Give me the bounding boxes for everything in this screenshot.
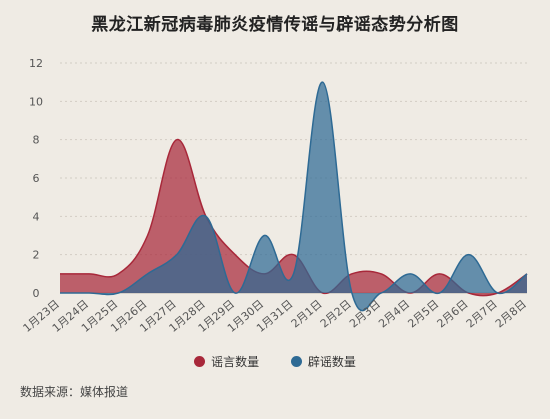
y-tick-label: 12 — [29, 57, 43, 70]
y-tick-label: 4 — [33, 210, 40, 223]
legend-swatch-debunk — [290, 356, 302, 367]
legend-item-debunk: 辟谣数量 — [290, 353, 356, 370]
y-tick-label: 6 — [33, 172, 40, 185]
x-tick-label: 2月1日 — [289, 297, 325, 330]
x-tick-label: 2月4日 — [376, 297, 412, 330]
legend-item-rumor: 谣言数量 — [194, 353, 259, 370]
chart-legend: 谣言数量 辟谣数量 — [0, 353, 550, 370]
x-tick-label: 2月6日 — [435, 297, 471, 330]
legend-label-rumor: 谣言数量 — [211, 355, 260, 369]
data-source-note: 数据来源：媒体报道 — [20, 385, 129, 399]
legend-label-debunk: 辟谣数量 — [307, 355, 356, 369]
y-tick-label: 10 — [29, 95, 43, 108]
x-tick-label: 2月8日 — [493, 297, 529, 330]
x-tick-label: 2月7日 — [464, 297, 500, 330]
line-rumor — [60, 138, 528, 297]
area-debunk — [60, 82, 527, 311]
x-tick-label: 2月5日 — [405, 297, 441, 330]
chart-title: 黑龙江新冠病毒肺炎疫情传谣与辟谣态势分析图 — [91, 15, 459, 35]
x-tick-label: 2月2日 — [318, 297, 354, 330]
legend-swatch-rumor — [194, 356, 206, 367]
y-tick-label: 8 — [33, 134, 40, 147]
y-tick-label: 0 — [33, 287, 40, 300]
y-tick-label: 2 — [33, 249, 40, 262]
line-debunk — [59, 81, 528, 312]
